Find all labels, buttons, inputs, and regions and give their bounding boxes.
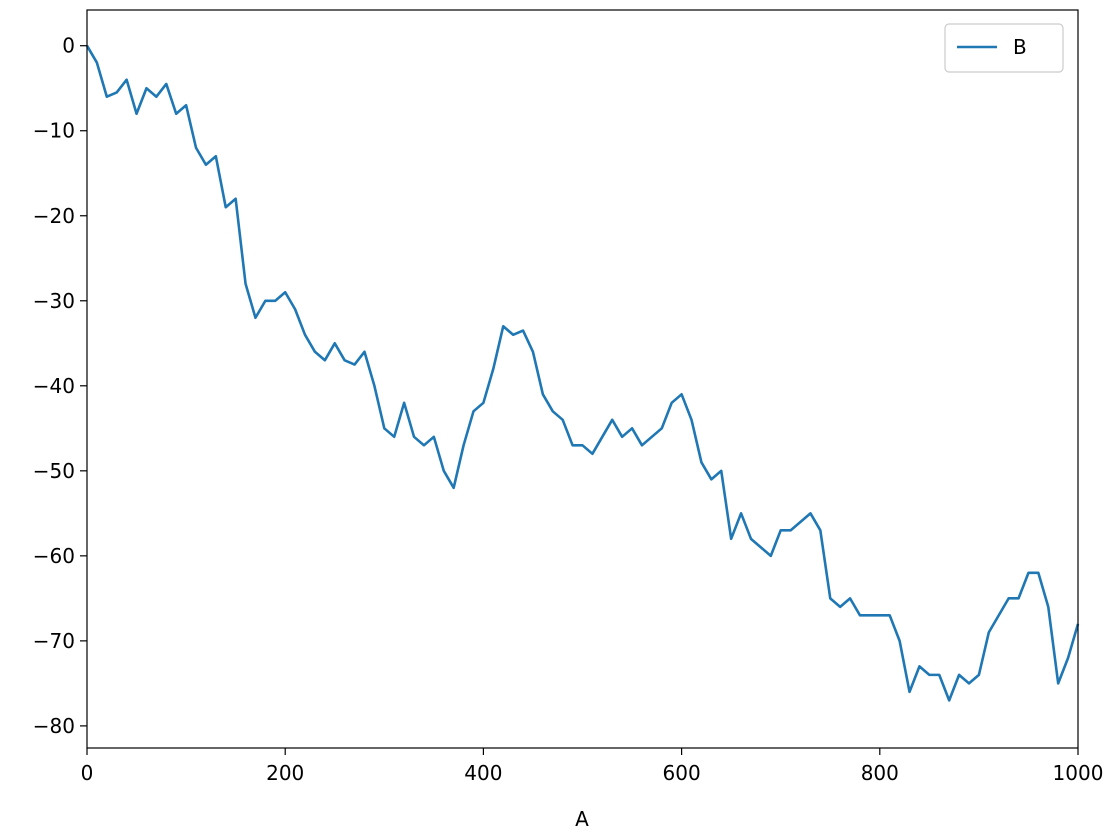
plot-frame	[86, 9, 1079, 749]
y-tick-label: 0	[62, 34, 75, 58]
y-tick-label: −60	[33, 544, 75, 568]
x-tick-label: 600	[663, 761, 701, 785]
y-tick-label: −30	[33, 289, 75, 313]
y-tick-label: −20	[33, 204, 75, 228]
y-tick-label: −40	[33, 374, 75, 398]
legend-label: B	[1013, 35, 1027, 59]
x-tick-label: 0	[81, 761, 94, 785]
y-tick-label: −70	[33, 629, 75, 653]
x-tick-label: 200	[266, 761, 304, 785]
legend-box	[944, 23, 1064, 73]
x-axis-label: A	[575, 807, 589, 831]
y-tick-label: −80	[33, 714, 75, 738]
y-tick-label: −50	[33, 459, 75, 483]
x-tick-label: 400	[464, 761, 502, 785]
x-tick-label: 1000	[1053, 761, 1104, 785]
y-tick-label: −10	[33, 119, 75, 143]
x-tick-label: 800	[861, 761, 899, 785]
data-line	[85, 45, 1080, 702]
